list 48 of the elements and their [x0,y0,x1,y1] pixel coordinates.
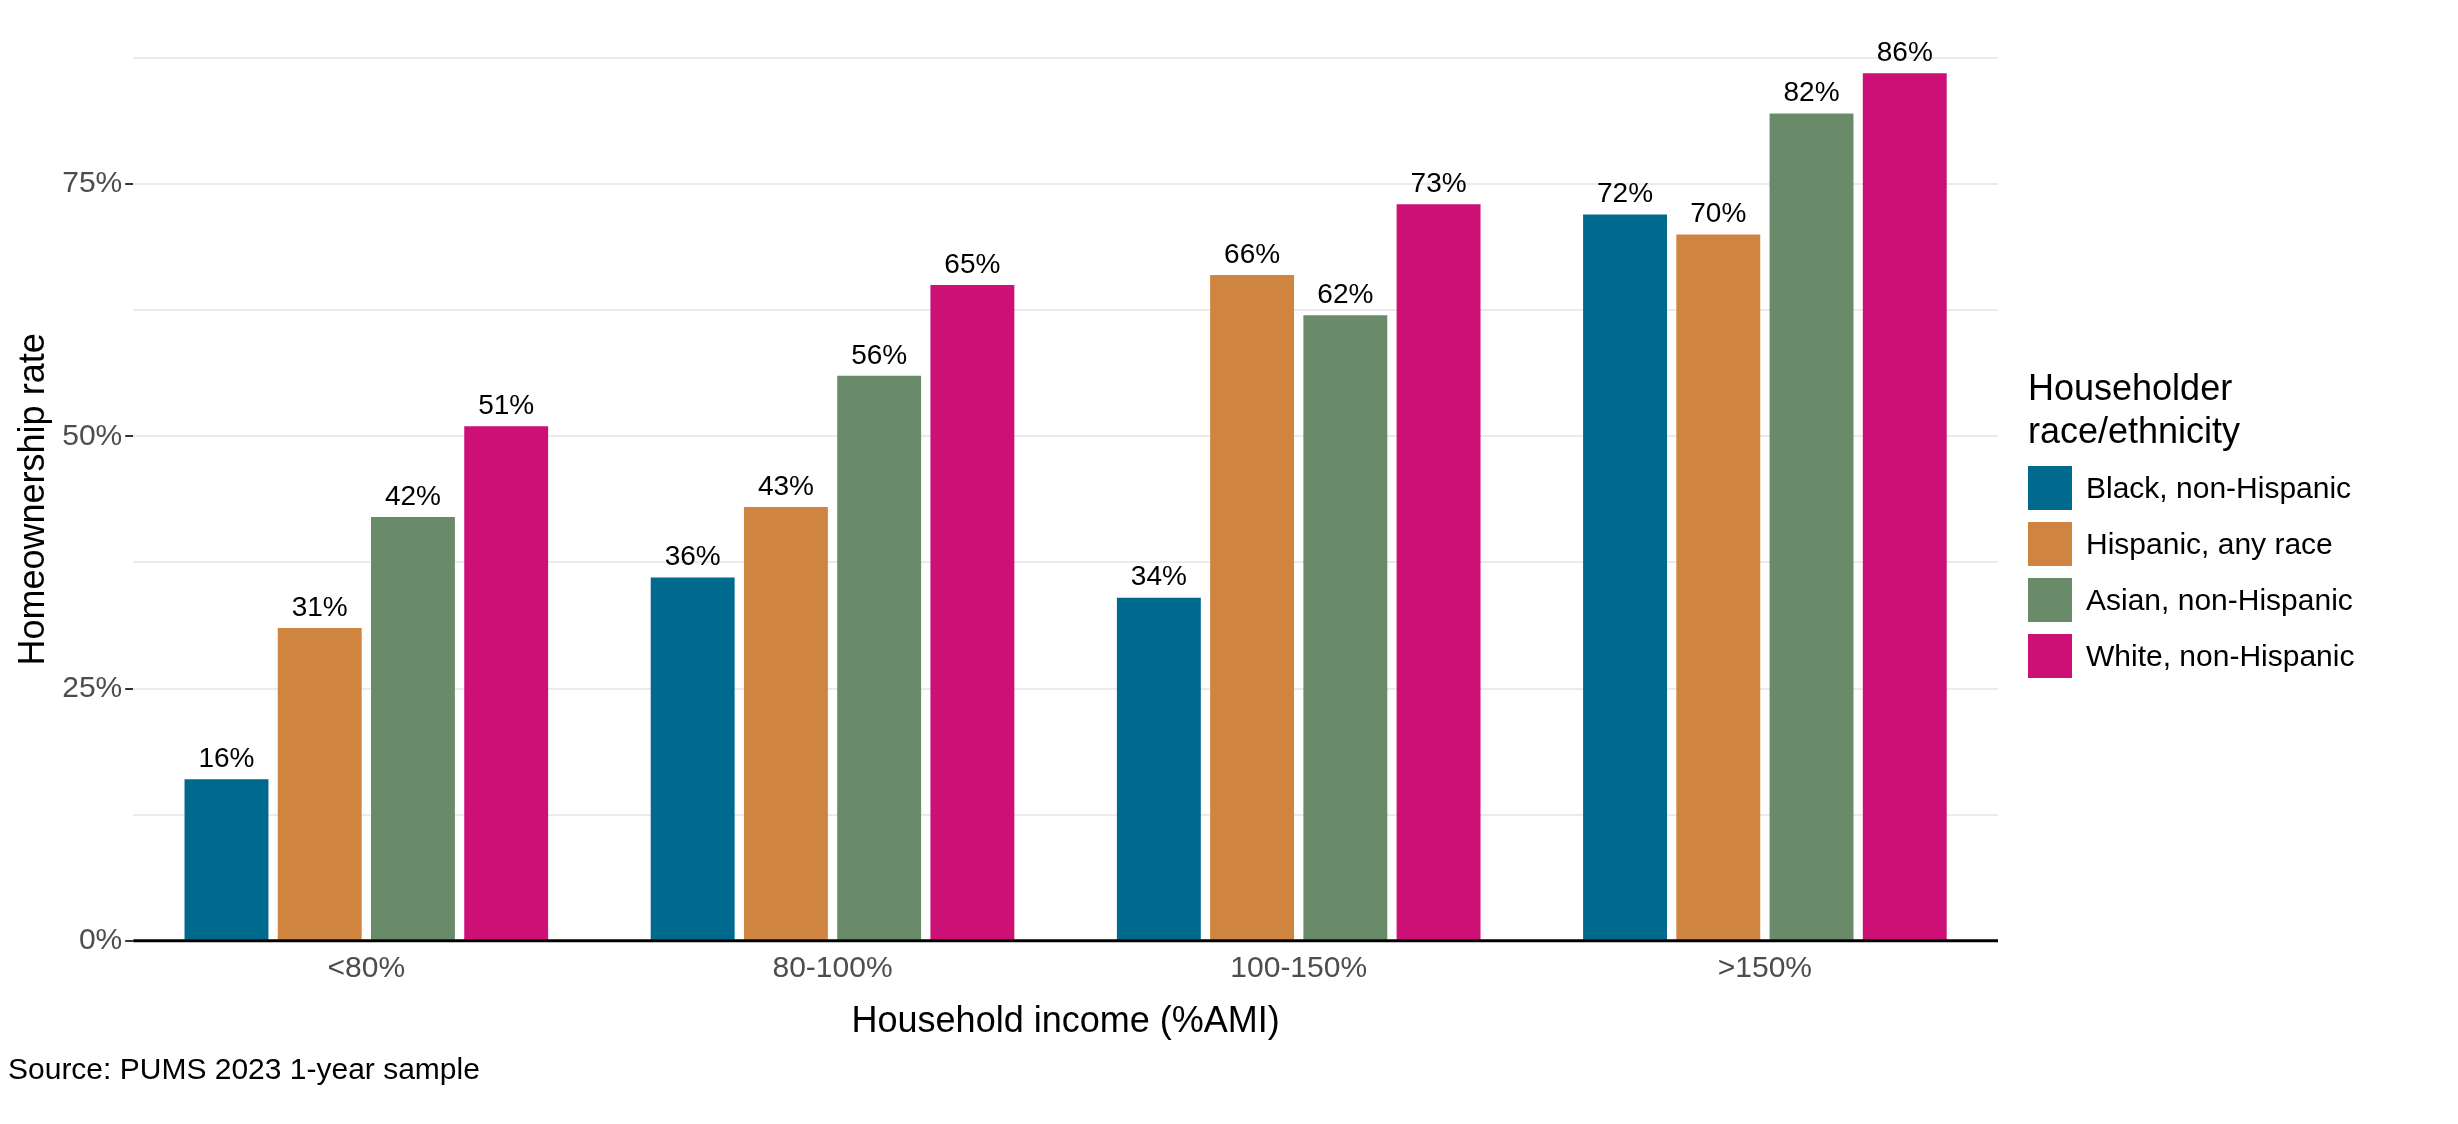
bar [1303,315,1388,940]
legend-title: Householder race/ethnicity [2028,365,2242,453]
data-label: 86% [1876,35,1933,67]
y-tick-label: 75% [62,165,123,199]
x-tick-label: 100-150% [1230,950,1368,984]
data-label: 72% [1597,177,1654,209]
data-label: 65% [944,247,1001,279]
source-note: Source: PUMS 2023 1-year sample [8,1052,481,1086]
bar [743,506,828,940]
data-label: 66% [1224,237,1281,269]
y-axis-title: Homeownership rate [10,333,52,666]
x-tick-label: 80-100% [772,950,893,984]
bar [1210,274,1295,940]
y-tick-label: 25% [62,669,123,703]
data-label: 56% [851,338,908,370]
bar [371,517,455,940]
data-label: 43% [757,469,814,501]
bar [277,628,362,940]
bar [650,577,735,940]
bar [1116,597,1201,940]
data-label: 51% [478,388,535,420]
legend-label: White, non-Hispanic [2086,639,2355,674]
bar [1862,73,1947,940]
bar [1769,113,1854,940]
legend-label: Black, non-Hispanic [2086,471,2352,506]
data-label: 31% [291,590,348,622]
x-tick-label: >150% [1717,950,1813,984]
data-label: 16% [198,742,255,774]
x-axis-title: Household income (%AMI) [851,999,1280,1041]
y-tick-label: 0% [78,922,123,956]
data-label: 42% [384,479,441,511]
x-tick-label: <80% [327,950,406,984]
legend-label: Hispanic, any race [2086,527,2333,562]
bar [1676,234,1761,940]
bar [1396,204,1481,940]
data-label: 62% [1317,277,1374,309]
y-tick-label: 50% [62,417,123,451]
data-label: 70% [1690,197,1747,229]
data-label: 73% [1410,167,1467,199]
bar [837,375,922,940]
bar [464,426,549,940]
bar [184,779,269,940]
data-label: 34% [1130,560,1187,592]
bar [930,285,1015,940]
data-label: 82% [1783,76,1840,108]
data-label: 36% [664,540,721,572]
legend-label: Asian, non-Hispanic [2086,583,2353,618]
bar [1583,214,1668,940]
